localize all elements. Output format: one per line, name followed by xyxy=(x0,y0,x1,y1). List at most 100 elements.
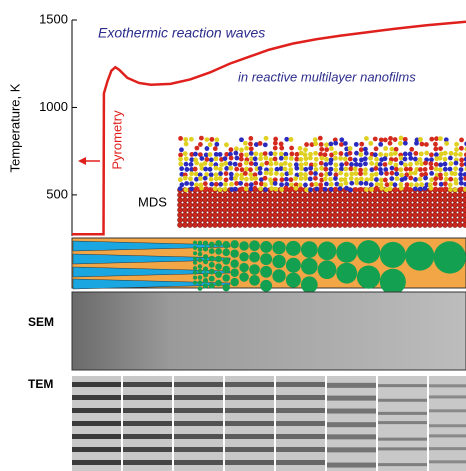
atom xyxy=(189,162,194,167)
atom xyxy=(354,151,359,156)
atom xyxy=(432,212,437,217)
atom xyxy=(274,171,279,176)
tem-band xyxy=(327,396,376,401)
atom xyxy=(453,152,458,157)
atom xyxy=(228,166,233,171)
atom xyxy=(339,142,344,147)
grain xyxy=(209,242,215,248)
atom xyxy=(187,197,192,202)
atom xyxy=(229,172,234,177)
diffusion-diagram xyxy=(72,238,466,295)
atom xyxy=(352,192,357,197)
atom xyxy=(352,222,357,227)
atom xyxy=(333,167,338,172)
atom xyxy=(234,167,239,172)
atom xyxy=(462,222,466,227)
atom xyxy=(348,166,353,171)
atom xyxy=(397,207,402,212)
atom xyxy=(302,222,307,227)
atom xyxy=(412,217,417,222)
tem-band xyxy=(174,421,223,426)
tem-band xyxy=(225,434,274,439)
atom xyxy=(182,202,187,207)
atom xyxy=(419,151,424,156)
atom xyxy=(197,212,202,217)
grain xyxy=(336,242,357,263)
atom xyxy=(362,212,367,217)
atom xyxy=(262,197,267,202)
atom xyxy=(362,202,367,207)
atom xyxy=(297,202,302,207)
atom xyxy=(344,172,349,177)
atom xyxy=(314,157,319,162)
atom xyxy=(247,197,252,202)
atom xyxy=(227,192,232,197)
atom xyxy=(332,222,337,227)
atom xyxy=(382,217,387,222)
atom xyxy=(377,197,382,202)
atom xyxy=(312,192,317,197)
atom xyxy=(364,136,369,141)
tem-band xyxy=(72,395,121,400)
atom xyxy=(238,162,243,167)
atom xyxy=(389,152,394,157)
atom xyxy=(202,207,207,212)
atom xyxy=(202,192,207,197)
tem-band xyxy=(72,460,121,465)
atom xyxy=(267,197,272,202)
atom xyxy=(374,172,379,177)
atom xyxy=(362,207,367,212)
grain xyxy=(286,273,301,288)
atom xyxy=(204,186,209,191)
atom xyxy=(389,176,394,181)
atom xyxy=(378,142,383,147)
atom xyxy=(313,176,318,181)
atom xyxy=(367,222,372,227)
atom xyxy=(413,151,418,156)
atom xyxy=(242,217,247,222)
atom xyxy=(208,162,213,167)
atom xyxy=(324,142,329,147)
atom xyxy=(209,177,214,182)
grain xyxy=(357,240,380,263)
atom xyxy=(364,187,369,192)
atom xyxy=(189,181,194,186)
atom xyxy=(408,162,413,167)
atom xyxy=(327,197,332,202)
atom xyxy=(217,217,222,222)
atom xyxy=(292,217,297,222)
grain xyxy=(239,252,248,261)
atom xyxy=(177,217,182,222)
atom xyxy=(452,207,457,212)
grain xyxy=(193,271,197,275)
atom xyxy=(279,166,284,171)
atom xyxy=(407,217,412,222)
tem-band xyxy=(72,408,121,413)
atom xyxy=(413,157,418,162)
atom xyxy=(402,217,407,222)
atom xyxy=(422,212,427,217)
grain xyxy=(203,259,208,264)
atom xyxy=(229,147,234,152)
atom xyxy=(342,197,347,202)
atom xyxy=(297,222,302,227)
grain xyxy=(272,269,285,282)
atom xyxy=(349,162,354,167)
atom xyxy=(248,172,253,177)
atom xyxy=(407,222,412,227)
tem-band xyxy=(327,383,376,388)
atom xyxy=(292,192,297,197)
atom xyxy=(253,156,258,161)
atom xyxy=(429,137,434,142)
atom xyxy=(195,146,200,151)
grain xyxy=(380,242,406,268)
tem-band xyxy=(378,412,427,415)
atom xyxy=(322,192,327,197)
atom xyxy=(447,207,452,212)
atom xyxy=(275,167,280,172)
atom xyxy=(323,187,328,192)
atom xyxy=(308,187,313,192)
atom xyxy=(273,141,278,146)
tem-band xyxy=(225,382,274,387)
atom xyxy=(374,177,379,182)
